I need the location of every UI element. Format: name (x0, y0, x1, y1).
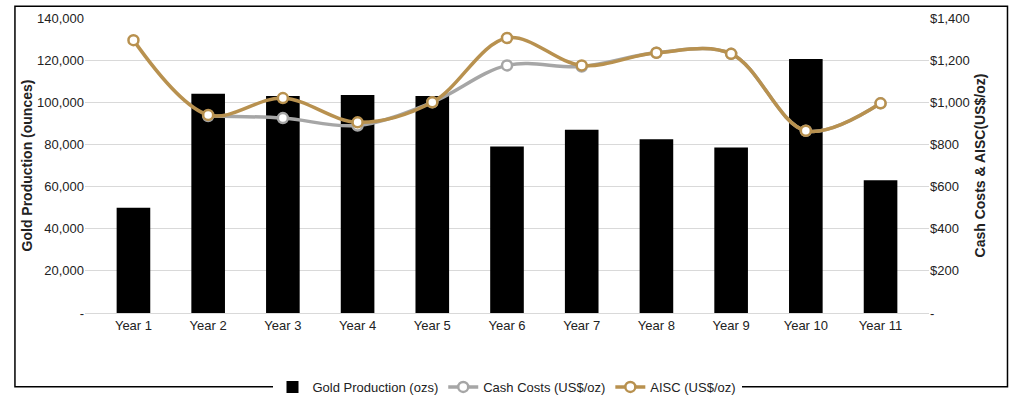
svg-text:Year 10: Year 10 (784, 318, 828, 333)
svg-text:Year 11: Year 11 (859, 318, 902, 333)
svg-text:-: - (80, 306, 84, 321)
svg-text:Year 5: Year 5 (414, 318, 451, 333)
svg-text:Gold Production (ozs): Gold Production (ozs) (313, 380, 439, 395)
svg-text:Year 7: Year 7 (563, 318, 600, 333)
svg-text:Year 4: Year 4 (339, 318, 376, 333)
svg-text:AISC (US$/oz): AISC (US$/oz) (650, 380, 735, 395)
svg-text:120,000: 120,000 (37, 53, 84, 68)
svg-text:Year 1: Year 1 (115, 318, 152, 333)
svg-text:$1,400: $1,400 (930, 11, 970, 26)
svg-text:$800: $800 (930, 137, 959, 152)
svg-text:20,000: 20,000 (44, 263, 84, 278)
svg-text:$400: $400 (930, 221, 959, 236)
svg-text:80,000: 80,000 (44, 137, 84, 152)
svg-text:Cash Costs (US$/oz): Cash Costs (US$/oz) (483, 380, 605, 395)
svg-text:$1,200: $1,200 (930, 53, 970, 68)
svg-text:Year 9: Year 9 (713, 318, 750, 333)
svg-text:$200: $200 (930, 263, 959, 278)
svg-text:Year 3: Year 3 (264, 318, 301, 333)
svg-text:Cash Costs & AISC(US$/oz): Cash Costs & AISC(US$/oz) (972, 74, 988, 258)
svg-text:Gold Production (ounces): Gold Production (ounces) (19, 80, 35, 252)
svg-text:40,000: 40,000 (44, 221, 84, 236)
svg-text:-: - (930, 306, 934, 321)
svg-text:60,000: 60,000 (44, 179, 84, 194)
svg-text:Year 8: Year 8 (638, 318, 675, 333)
svg-text:Year 6: Year 6 (488, 318, 525, 333)
svg-text:100,000: 100,000 (37, 95, 84, 110)
svg-text:140,000: 140,000 (37, 11, 84, 26)
svg-text:Year 2: Year 2 (190, 318, 227, 333)
svg-text:$1,000: $1,000 (930, 95, 970, 110)
svg-text:$600: $600 (930, 179, 959, 194)
